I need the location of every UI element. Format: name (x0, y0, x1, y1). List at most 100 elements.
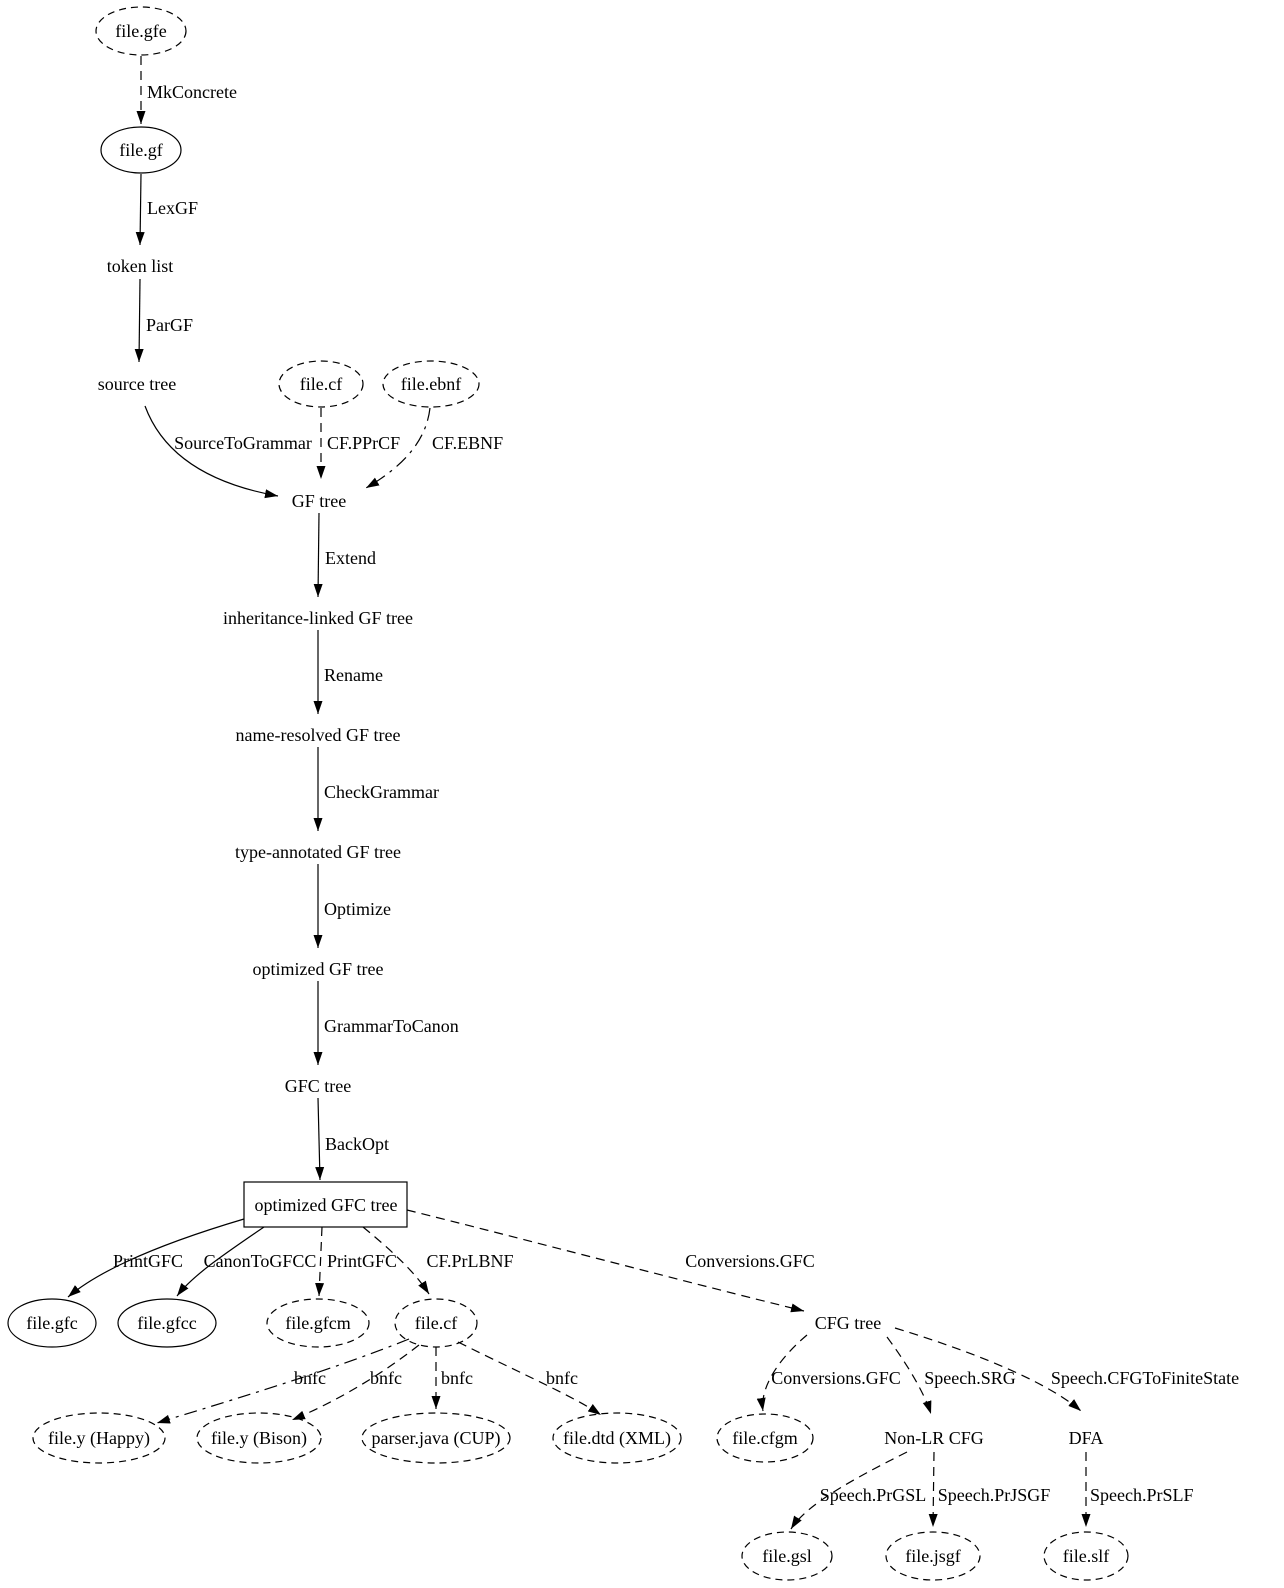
edge-label-mkconcrete: MkConcrete (147, 82, 237, 102)
node-file-cf-1-label: file.cf (300, 374, 342, 394)
node-file-cfgm: file.cfgm (716, 1413, 814, 1463)
node-dfa-label: DFA (1069, 1428, 1104, 1448)
node-inheritance-linked-gf-tree-label: inheritance-linked GF tree (223, 608, 413, 628)
edge-speech-srg-arrow (886, 1336, 932, 1415)
edge-label-speech-prslf: Speech.PrSLF (1090, 1485, 1194, 1505)
node-parser-java-cup-shape (361, 1412, 511, 1464)
edge-label-cf-ebnf: CF.EBNF (432, 433, 503, 453)
edge-backopt-arrow (315, 1097, 325, 1181)
edge-label-speech-cfgtofinitestate: Speech.CFGToFiniteState (1051, 1368, 1239, 1388)
node-file-gf-shape (100, 126, 182, 174)
node-name-resolved-gf-tree-label: name-resolved GF tree (236, 725, 401, 745)
edge-printgfc1-arrow (67, 1218, 245, 1298)
edge-label-speech-srg: Speech.SRG (924, 1368, 1016, 1388)
node-file-jsgf-shape (885, 1531, 981, 1581)
node-parser-java-cup: parser.java (CUP) (361, 1412, 511, 1464)
node-file-dtd-xml: file.dtd (XML) (552, 1412, 682, 1464)
node-file-cf-1: file.cf (278, 360, 364, 408)
edge-label-extend: Extend (325, 548, 376, 568)
node-file-gfc: file.gfc (7, 1298, 97, 1348)
edge-lexgf-arrow (135, 173, 145, 246)
nodes: file.gfe file.gf token list source tree … (7, 6, 1129, 1581)
node-gfc-tree: GFC tree (285, 1076, 352, 1096)
node-file-gsl-shape (741, 1531, 833, 1581)
edge-label-bnfc-1: bnfc (294, 1368, 326, 1388)
node-file-gfcm-shape (266, 1298, 370, 1348)
edge-pargf-arrow (134, 278, 144, 363)
node-file-gfc-label: file.gfc (26, 1313, 77, 1333)
node-file-y-bison-shape (196, 1412, 322, 1464)
node-optimized-gfc-tree-label: optimized GFC tree (255, 1195, 398, 1215)
node-gfc-tree-label: GFC tree (285, 1076, 352, 1096)
node-type-annotated-gf-tree-label: type-annotated GF tree (235, 842, 401, 862)
node-file-gfcm: file.gfcm (266, 1298, 370, 1348)
node-token-list: token list (107, 256, 174, 276)
edge-bnfc-happy-arrow (156, 1338, 410, 1424)
edge-printgfc2-arrow (315, 1226, 325, 1297)
node-cfg-tree-label: CFG tree (815, 1313, 882, 1333)
edge-label-bnfc-3: bnfc (441, 1368, 473, 1388)
node-file-gfcm-label: file.gfcm (285, 1313, 350, 1333)
edge-label-backopt: BackOpt (325, 1134, 389, 1154)
node-dfa: DFA (1069, 1428, 1104, 1448)
edge-label-canontogfcc: CanonToGFCC (204, 1251, 317, 1271)
node-file-cfgm-label: file.cfgm (732, 1428, 797, 1448)
edge-label-conversions-gfc-2: Conversions.GFC (771, 1368, 901, 1388)
edge-speech-prgsl-arrow (790, 1451, 908, 1530)
node-file-ebnf-label: file.ebnf (401, 374, 461, 394)
edge-label-cf-prlbnf: CF.PrLBNF (426, 1251, 513, 1271)
node-file-cf-1-shape (278, 360, 364, 408)
edge-extend-arrow (313, 512, 323, 598)
edge-label-optimize: Optimize (324, 899, 391, 919)
edge-label-checkgrammar: CheckGrammar (324, 782, 439, 802)
edge-label-grammartocanon: GrammarToCanon (324, 1016, 459, 1036)
node-file-dtd-xml-shape (552, 1412, 682, 1464)
node-file-ebnf: file.ebnf (382, 360, 480, 408)
node-file-gsl: file.gsl (741, 1531, 833, 1581)
node-non-lr-cfg: Non-LR CFG (884, 1428, 984, 1448)
edge-label-conversions-gfc-1: Conversions.GFC (685, 1251, 815, 1271)
edge-sourcetogrammar-arrow (144, 405, 279, 499)
node-file-y-bison-label: file.y (Bison) (211, 1428, 307, 1449)
edge-label-rename: Rename (324, 665, 383, 685)
node-file-slf-shape (1043, 1531, 1129, 1581)
edge-conversions-gfc2-arrow (756, 1334, 808, 1412)
node-optimized-gfc-tree: optimized GFC tree (243, 1181, 408, 1228)
edge-label-lexgf: LexGF (147, 198, 198, 218)
edge-speech-prjsgf-arrow (928, 1451, 938, 1528)
node-optimized-gf-tree-label: optimized GF tree (253, 959, 384, 979)
node-file-gfcc-shape (117, 1298, 217, 1348)
node-inheritance-linked-gf-tree: inheritance-linked GF tree (223, 608, 413, 628)
node-gf-tree: GF tree (292, 491, 346, 511)
node-file-gf: file.gf (100, 126, 182, 174)
edges (67, 56, 1091, 1530)
edge-canontogfcc-arrow (176, 1226, 265, 1297)
node-optimized-gf-tree: optimized GF tree (253, 959, 384, 979)
node-file-slf: file.slf (1043, 1531, 1129, 1581)
node-file-gfe-shape (95, 6, 187, 56)
node-file-slf-label: file.slf (1063, 1546, 1110, 1566)
node-file-cf-2-shape (394, 1298, 478, 1348)
node-name-resolved-gf-tree: name-resolved GF tree (236, 725, 401, 745)
edge-bnfc-bison-arrow (291, 1344, 420, 1421)
edge-cf-ebnf-arrow (365, 407, 431, 489)
node-file-gfc-shape (7, 1298, 97, 1348)
node-file-y-happy-shape (32, 1412, 166, 1464)
node-file-gfcc-label: file.gfcc (137, 1313, 196, 1333)
edge-bnfc-xml-arrow (457, 1341, 602, 1416)
node-file-ebnf-shape (382, 360, 480, 408)
edge-label-bnfc-2: bnfc (370, 1368, 402, 1388)
edge-label-printgfc-1: PrintGFC (113, 1251, 183, 1271)
edge-speech-cfgtofinitestate-arrow (894, 1327, 1082, 1412)
node-source-tree-label: source tree (98, 374, 176, 394)
node-file-gf-label: file.gf (119, 140, 162, 160)
node-file-y-happy: file.y (Happy) (32, 1412, 166, 1464)
edge-label-bnfc-4: bnfc (546, 1368, 578, 1388)
edge-label-speech-prjsgf: Speech.PrJSGF (938, 1485, 1051, 1505)
edge-cf-prlbnf-arrow (362, 1226, 430, 1295)
node-gf-tree-label: GF tree (292, 491, 346, 511)
node-non-lr-cfg-label: Non-LR CFG (884, 1428, 984, 1448)
node-file-gfe: file.gfe (95, 6, 187, 56)
edge-conversions-gfc1-arrow (406, 1209, 805, 1313)
